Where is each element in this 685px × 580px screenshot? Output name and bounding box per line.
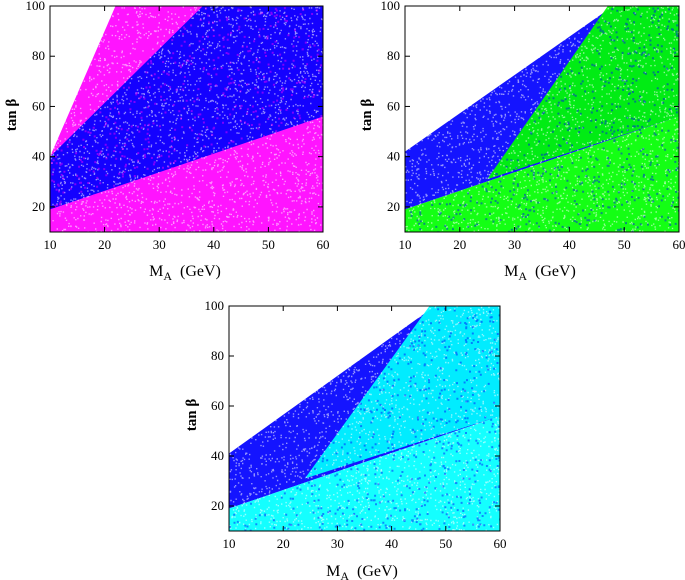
x-tick-label: 40: [385, 536, 398, 551]
x-tick-label: 60: [673, 237, 685, 252]
y-tick-label: 80: [32, 48, 45, 63]
y-tick-label: 40: [32, 149, 45, 164]
y-tick-label: 60: [32, 98, 45, 113]
x-axis-label: MA (GeV): [504, 263, 576, 283]
x-tick-label: 30: [508, 237, 521, 252]
series-region-2: [487, 6, 679, 180]
y-axis-label: tan β: [4, 99, 20, 132]
chart-panel-1: 10 20 30 40 50 60 20 40 60 80 100 MA (GeV) tan β: [4, 0, 330, 283]
x-tick-label: 20: [277, 536, 290, 551]
x-tick-label: 50: [618, 237, 631, 252]
y-tick-label: 80: [387, 48, 400, 63]
series-region-2: [304, 306, 500, 479]
series-region-3: [229, 416, 500, 531]
x-axis-label: MA (GeV): [149, 263, 221, 283]
plot-area: [50, 6, 323, 232]
x-tick-label: 40: [563, 237, 576, 252]
x-tick-label: 10: [44, 237, 57, 252]
y-tick-label: 20: [387, 199, 400, 214]
plot-area: [229, 306, 500, 531]
x-tick-label: 20: [98, 237, 111, 252]
plot-frame: [404, 5, 680, 233]
x-tick-label: 30: [153, 237, 166, 252]
y-tick-label: 20: [211, 498, 224, 513]
x-tick-label: 60: [494, 536, 507, 551]
y-tick-label: 60: [387, 98, 400, 113]
x-tick-label: 40: [207, 237, 220, 252]
plot-frame: [49, 5, 324, 233]
x-tick-label: 10: [399, 237, 412, 252]
y-tick-label: 100: [205, 298, 225, 313]
x-tick-label: 30: [331, 536, 344, 551]
x-tick-label: 60: [317, 237, 330, 252]
y-axis-label: tan β: [184, 399, 200, 432]
series-speckle-2: [314, 307, 500, 470]
x-axis-label: MA (GeV): [326, 563, 398, 580]
y-tick-label: 20: [32, 199, 45, 214]
x-tick-label: 10: [223, 536, 236, 551]
plot-frame: [228, 305, 501, 532]
series-region-2: [50, 6, 323, 210]
y-tick-label: 100: [381, 0, 401, 13]
y-tick-label: 100: [26, 0, 46, 13]
plot-area: [405, 6, 679, 232]
series-region-3: [405, 116, 679, 232]
y-tick-label: 80: [211, 348, 224, 363]
x-tick-label: 20: [453, 237, 466, 252]
chart-panel-2: 10 20 30 40 50 60 20 40 60 80 100 MA (GeV) tan β: [359, 0, 685, 283]
chart-panel-3: 10 20 30 40 50 60 20 40 60 80 100 MA (GeV) tan β: [184, 298, 507, 580]
y-axis-label: tan β: [359, 99, 375, 132]
x-tick-label: 50: [439, 536, 452, 551]
x-tick-label: 50: [262, 237, 275, 252]
y-tick-label: 40: [211, 448, 224, 463]
y-tick-label: 60: [211, 398, 224, 413]
y-tick-label: 40: [387, 149, 400, 164]
